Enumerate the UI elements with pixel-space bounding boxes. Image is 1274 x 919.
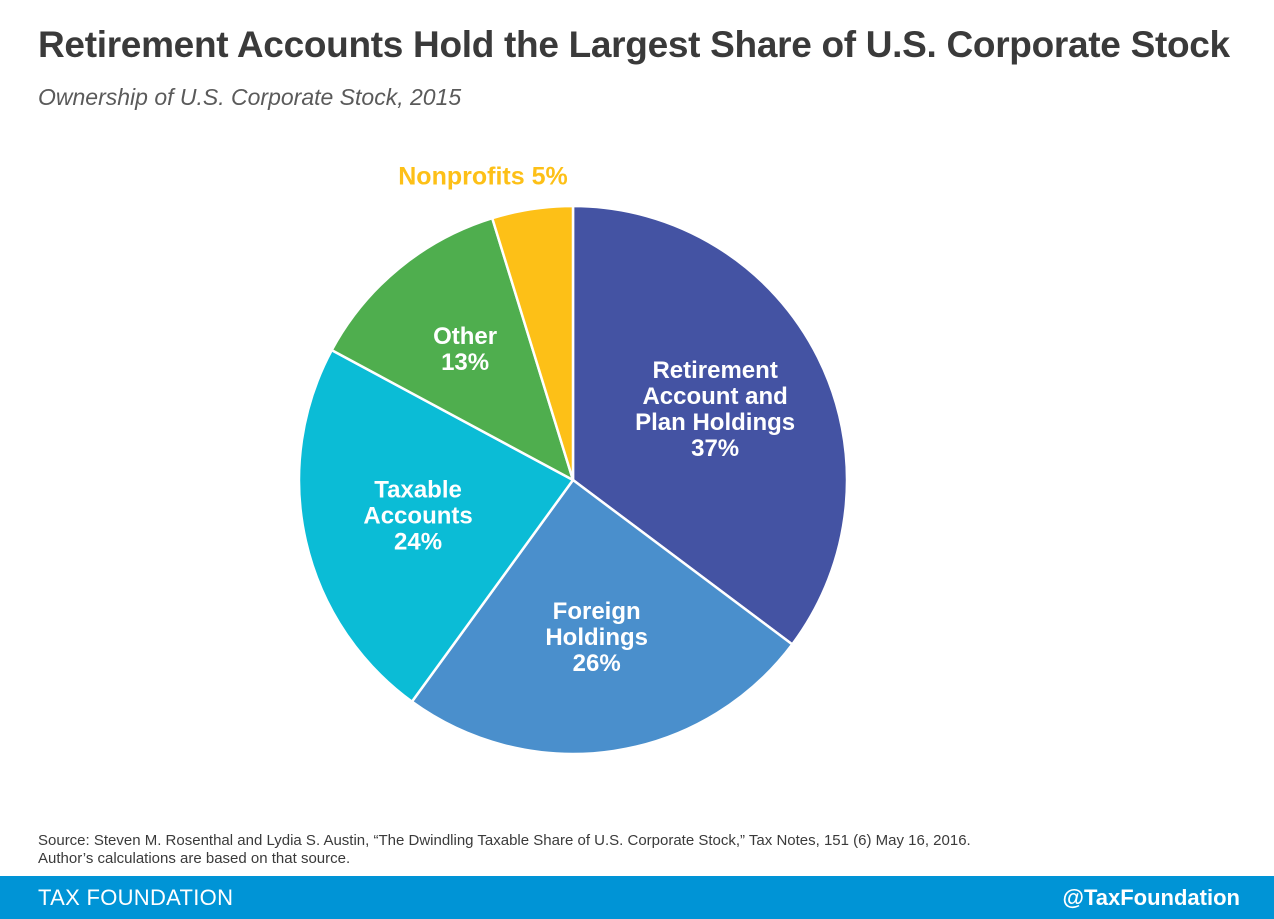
slice-label-retirement-account-and-plan-holdings: Retirement Account and Plan Holdings 37% bbox=[635, 357, 795, 462]
slice-label-taxable-accounts: Taxable Accounts 24% bbox=[363, 476, 472, 555]
slice-label-line: 13% bbox=[441, 349, 489, 376]
slice-label-line: Retirement bbox=[652, 357, 777, 384]
pie-slice-retirement-account-and-plan-holdings bbox=[571, 204, 849, 646]
chart-title: Retirement Accounts Hold the Largest Sha… bbox=[38, 24, 1230, 65]
pie-slice-nonprofits bbox=[490, 204, 575, 482]
source-line-1: Source: Steven M. Rosenthal and Lydia S.… bbox=[38, 832, 971, 849]
pie-chart: Retirement Account and Plan Holdings 37% For… bbox=[297, 162, 849, 756]
slice-label-line: 26% bbox=[573, 650, 621, 677]
slice-label-line: Nonprofits 5% bbox=[398, 162, 567, 190]
slice-label-line: Foreign bbox=[553, 598, 641, 625]
slice-label-foreign-holdings: Foreign Holdings 26% bbox=[545, 598, 648, 677]
slice-label-line: Plan Holdings bbox=[635, 409, 795, 436]
slice-label-line: Holdings bbox=[545, 624, 648, 651]
source-note: Source: Steven M. Rosenthal and Lydia S.… bbox=[38, 832, 1238, 868]
slice-label-line: 37% bbox=[691, 435, 739, 462]
slice-label-nonprofits: Nonprofits 5% bbox=[398, 162, 567, 190]
pie-slice-taxable-accounts bbox=[297, 348, 575, 703]
chart-subtitle: Ownership of U.S. Corporate Stock, 2015 bbox=[38, 84, 462, 110]
slice-label-other: Other 13% bbox=[433, 323, 497, 376]
slice-label-line: Taxable bbox=[374, 476, 462, 503]
footer-bar: TAX FOUNDATION @TaxFoundation bbox=[0, 876, 1274, 919]
slice-label-line: 24% bbox=[394, 528, 442, 555]
footer-brand: TAX FOUNDATION bbox=[38, 885, 234, 910]
source-line-2: Author’s calculations are based on that … bbox=[38, 850, 351, 867]
slice-label-line: Other bbox=[433, 323, 497, 350]
slice-label-line: Accounts bbox=[363, 502, 472, 529]
pie-slice-foreign-holdings bbox=[410, 478, 794, 756]
footer-handle: @TaxFoundation bbox=[1062, 885, 1240, 910]
slice-label-line: Account and bbox=[642, 383, 787, 410]
pie-slice-other bbox=[330, 216, 575, 482]
